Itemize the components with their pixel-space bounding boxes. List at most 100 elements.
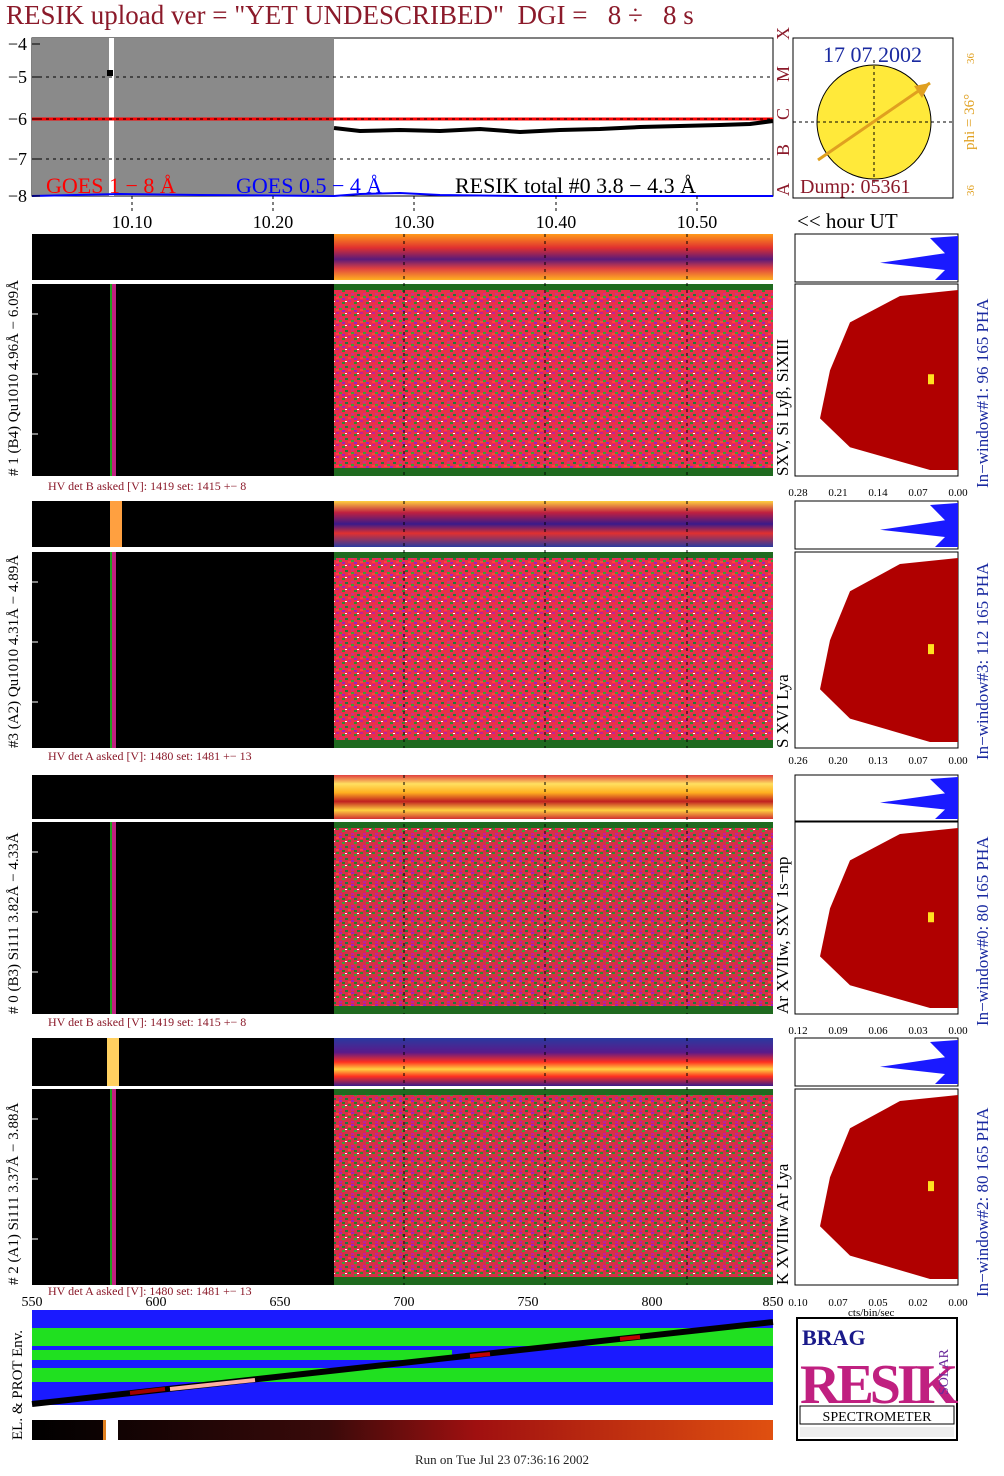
band-spike [107,1038,119,1086]
band-image [334,234,773,280]
channel-panel: #3 (A2) Qu1010 4.31Å − 4.89Å S XVI Lya In−… [6,500,992,767]
band-image [334,501,773,547]
environment-label: EL. & PROT Env. [10,1330,26,1440]
pha-histogram [880,777,958,819]
spectrogram-image [334,284,773,476]
dump-label: Dump: 05361 [800,176,911,198]
count-histogram [820,828,958,1008]
top-x-tick: 10.30 [394,212,435,232]
spectrogram-image [334,1089,773,1285]
channel-window-label: In−window#2: 80 165 PHA [973,1107,992,1297]
hv-status: HV det A asked [V]: 1480 set: 1481 +− 13 [48,749,252,763]
channel-lines-label: SXV, Si Lyβ, SiXIII [773,338,792,476]
spectrogram-spike-edge [110,822,112,1014]
pha-axis-tick: 0.00 [948,755,968,767]
lightcurve-panel: −4 −5 −6 −7 −8 X M C B A 10.10 10.20 10.30 10.40 10.… [8,27,793,232]
channel-panel: # 1 (B4) Qu1010 4.96Å − 6.09Å SXV, Si Lyβ… [6,233,992,499]
top-grid [32,76,773,160]
pha-axis-tick: 0.00 [948,1297,968,1309]
pha-axis-tick: 0.12 [788,1025,807,1037]
pha-axis-tick: 0.02 [908,1297,927,1309]
pha-histogram [880,503,958,547]
band-spike [110,501,122,547]
channel-label: # 1 (B4) Qu1010 4.96Å − 6.09Å [6,280,22,476]
pha-axis-tick: 0.03 [908,1025,928,1037]
bottom-x-tick: 650 [270,1295,291,1310]
logo-banner: SPECTROMETER [823,1410,933,1425]
count-histogram [820,558,958,742]
legend-goes-long: GOES 1 − 8 Å [46,173,176,198]
sun-date: 17 07 2002 [823,42,922,67]
channel-window-label: In−window#0: 80 165 PHA [973,836,992,1026]
pha-axis-tick: 0.07 [908,755,928,767]
goes-short-curve [31,191,773,198]
count-marker [928,374,934,385]
channel-panel: # 2 (A1) Si111 3.37Å − 3.88Å K XVIIIw Ar … [6,1037,992,1309]
flare-class-label: X [773,27,793,40]
hour-ut-label: << hour UT [797,209,898,233]
spectrogram-edge-top [334,284,773,290]
bottom-x-tick: 550 [22,1295,43,1310]
channel-label: # 0 (B3) Si111 3.82Å − 4.33Å [6,832,22,1014]
channel-panel: # 0 (B3) Si111 3.82Å − 4.33Å Ar XVIIw, SX… [6,774,992,1037]
top-x-tick: 10.40 [536,212,577,232]
channel-window-label: In−window#3: 112 165 PHA [973,562,992,760]
environment-panel: EL. & PROT Env. [10,1310,774,1440]
flare-class-label: M [773,66,793,82]
pha-axis-tick: 0.00 [948,1025,968,1037]
pha-axis-tick: 0.28 [788,487,808,499]
top-y-tick: −7 [8,149,27,169]
side-top-label: 36 [965,53,977,65]
bottom-x-tick: 750 [518,1295,539,1310]
channel-window-label: In−window#1: 96 165 PHA [973,298,992,488]
channel-label: # 2 (A1) Si111 3.37Å − 3.88Å [6,1102,22,1285]
flare-class-label: B [773,144,793,156]
spectrogram-spike-edge [110,552,112,748]
top-y-tick: −5 [8,67,27,87]
pha-axis-tick: 0.00 [948,487,968,499]
spectrogram-spike [110,552,116,748]
top-y-tick: −8 [8,186,27,206]
resik-logo: BRAG RESIK SOLAR SPECTROMETER [796,1317,963,1441]
page-title: RESIK upload ver = "YET UNDESCRIBED" DGI… [6,0,694,30]
pha-axis-tick: 0.07 [908,487,928,499]
bottom-x-tick: 700 [394,1295,415,1310]
band-image [334,775,773,819]
count-histogram [820,1095,958,1279]
run-timestamp: Run on Tue Jul 23 07:36:16 2002 [414,1452,590,1467]
spectrogram-image [334,552,773,748]
logo-small-left: BRAG [802,1325,866,1350]
phi-label: phi = 36° [962,94,978,150]
bottom-x-tick: 800 [642,1295,663,1310]
bottom-x-tick: 850 [763,1295,784,1310]
hv-status: HV det A asked [V]: 1480 set: 1481 +− 13 [48,1284,252,1298]
pha-axis-tick: 0.21 [828,487,847,499]
band-image [334,1038,773,1086]
pha-axis-tick: 0.10 [788,1297,808,1309]
spectrogram-edge-bottom [334,468,773,476]
eclipse-shading [32,38,334,196]
spectrogram-image [334,822,773,1014]
channel-lines-label: K XVIIIw Ar Lya [773,1163,792,1285]
legend-resik: RESIK total #0 3.8 − 4.3 Å [455,173,696,198]
resik-total-curve [333,119,774,135]
hv-status: HV det B asked [V]: 1419 set: 1415 +− 8 [48,479,246,493]
side-bottom-label: 36 [965,185,977,197]
bottom-x-tick: 600 [146,1295,167,1310]
top-y-tick: −6 [8,109,27,129]
spectrogram-spike [110,284,116,476]
top-x-tick: 10.20 [253,212,294,232]
channel-lines-label: Ar XVIIw, SXV 1s−np [773,857,792,1014]
spectrogram-edge-bottom [334,1277,773,1285]
pha-histogram [880,236,958,280]
spectrogram-edge-top [334,1089,773,1095]
flare-class-label: C [773,108,793,120]
pha-axis-tick: 0.06 [868,1025,888,1037]
cts-label: cts/bin/sec [848,1307,895,1319]
pha-axis-tick: 0.05 [868,1297,888,1309]
count-marker [928,1181,934,1192]
pha-axis-tick: 0.09 [828,1025,848,1037]
channel-lines-label: S XVI Lya [773,674,792,748]
